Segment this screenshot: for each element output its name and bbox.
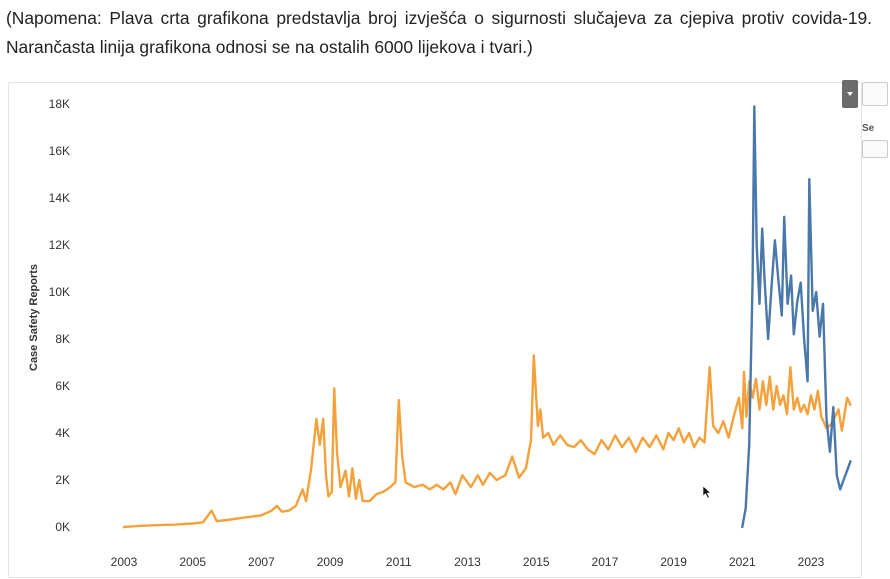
x-tick-label: 2007: [248, 555, 275, 569]
x-tick-label: 2023: [798, 555, 825, 569]
y-tick-label: 8K: [55, 332, 70, 346]
x-tick-label: 2003: [111, 555, 138, 569]
y-tick-label: 10K: [49, 285, 70, 299]
y-tick-label: 16K: [49, 144, 70, 158]
x-tick-label: 2005: [179, 555, 206, 569]
x-tick-label: 2009: [317, 555, 344, 569]
y-tick-label: 2K: [55, 473, 70, 487]
y-tick-label: 4K: [55, 426, 70, 440]
chart-caption: (Napomena: Plava crta grafikona predstav…: [6, 8, 872, 57]
x-tick-label: 2021: [729, 555, 756, 569]
series-line-orange: [122, 354, 852, 529]
y-tick-label: 14K: [49, 191, 70, 205]
y-tick-label: 0K: [55, 520, 70, 534]
filter-panel: Se: [842, 80, 890, 160]
x-axis: 2003 2005 2007 2009 2011 2013 2015 2017 2019 2021…: [111, 555, 825, 569]
filter-select[interactable]: [862, 140, 888, 158]
x-tick-label: 2013: [454, 555, 481, 569]
y-tick-label: 18K: [49, 97, 70, 111]
x-tick-label: 2015: [523, 555, 550, 569]
mouse-pointer-icon: [702, 485, 712, 499]
x-tick-label: 2017: [592, 555, 619, 569]
series-line-blue: [741, 105, 852, 529]
x-tick-label: 2019: [660, 555, 687, 569]
filter-label-fragment: Se: [862, 123, 875, 134]
filter-box[interactable]: [862, 82, 888, 106]
dropdown-chevron-icon[interactable]: [842, 80, 858, 108]
series-lines: [122, 105, 852, 529]
chart-frame: [8, 82, 862, 578]
y-axis: 0K 2K 4K 6K 8K 10K 12K 14K 16K 18K: [49, 97, 70, 534]
y-tick-label: 6K: [55, 379, 70, 393]
y-tick-label: 12K: [49, 238, 70, 252]
x-tick-label: 2011: [386, 555, 412, 569]
y-axis-title: Case Safety Reports: [28, 264, 40, 371]
